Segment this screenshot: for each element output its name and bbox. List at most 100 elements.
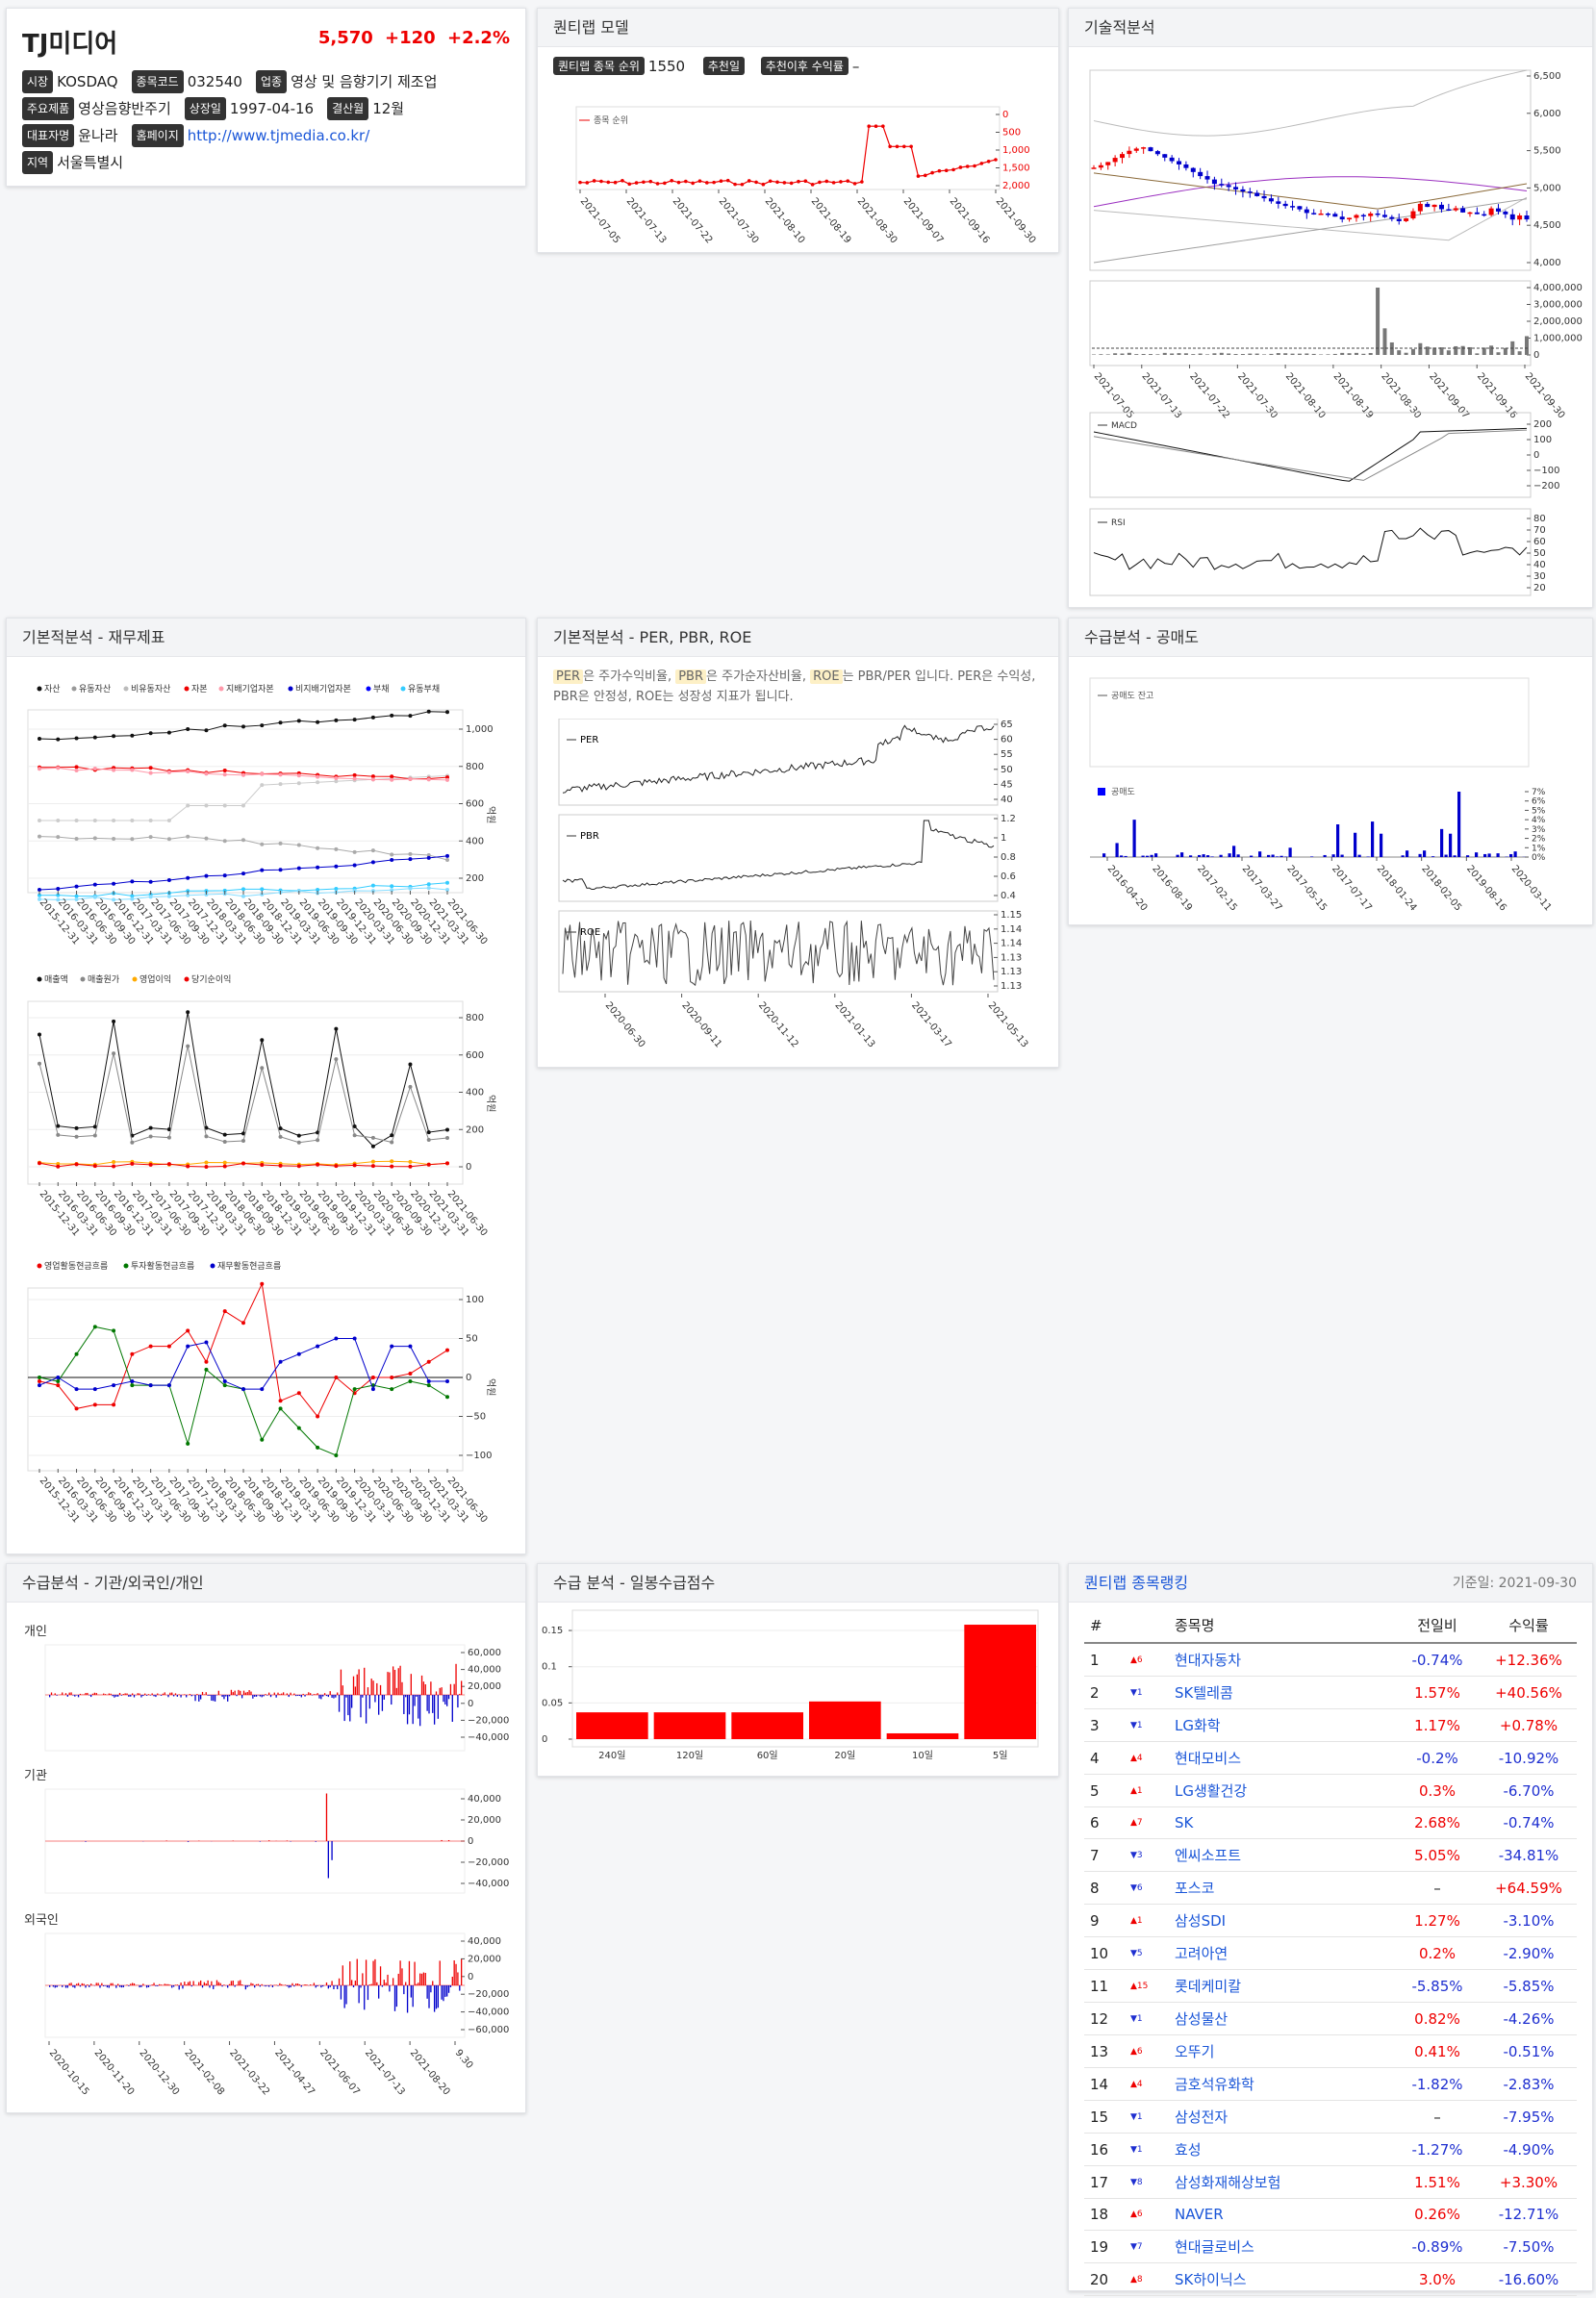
per-desc-1: 은 주가수익비율,	[583, 669, 676, 684]
ranking-row[interactable]: 18 ▲6 NAVER 0.26% -12.71%	[1084, 2198, 1577, 2231]
stock-name-link[interactable]: 삼성화재해상보험	[1169, 2165, 1394, 2199]
x-tick-label: 2020-03-11	[1509, 864, 1554, 914]
data-point	[370, 1376, 375, 1379]
ranking-row[interactable]: 10 ▼5 고려아연 0.2% -2.90%	[1084, 1936, 1577, 1970]
stock-name-link[interactable]: 삼성물산	[1169, 2002, 1394, 2035]
stock-name-link[interactable]: 금호석유화학	[1169, 2067, 1394, 2101]
stock-name-link[interactable]: 삼성SDI	[1169, 1904, 1394, 1937]
volume-bar	[1439, 347, 1444, 355]
ranking-row[interactable]: 8 ▼6 포스코 – +64.59%	[1084, 1871, 1577, 1905]
stock-name-link[interactable]: 삼성전자	[1169, 2100, 1394, 2134]
stock-name-link[interactable]: LG생활건강	[1169, 1774, 1394, 1807]
ranking-row[interactable]: 5 ▲1 LG생활건강 0.3% -6.70%	[1084, 1774, 1577, 1807]
stock-name-link[interactable]: LG화학	[1169, 1708, 1394, 1742]
stock-name-link[interactable]: 롯데케미칼	[1169, 1969, 1394, 2003]
y-tick-label: −40,000	[468, 1879, 509, 1889]
flow-bar	[131, 1982, 134, 1985]
candle	[1360, 215, 1366, 217]
stock-name-link[interactable]: 효성	[1169, 2133, 1394, 2166]
legend-item: 비유동자산	[131, 684, 170, 694]
stock-name-link[interactable]: 엔씨소프트	[1169, 1838, 1394, 1872]
stock-name-link[interactable]: SK	[1169, 1806, 1394, 1839]
ranking-row[interactable]: 12 ▼1 삼성물산 0.82% -4.26%	[1084, 2002, 1577, 2035]
flow-bar	[383, 1695, 385, 1700]
x-tick-label: 2021-03-17	[909, 1000, 953, 1050]
flow-bar	[74, 1985, 76, 1988]
flow-bar	[364, 1667, 366, 1695]
ranking-row[interactable]: 17 ▼8 삼성화재해상보험 1.51% +3.30%	[1084, 2165, 1577, 2199]
ranking-row[interactable]: 4 ▲4 현대모비스 -0.2% -10.92%	[1084, 1741, 1577, 1775]
flow-bar	[428, 1985, 430, 2008]
ranking-row[interactable]: 1 ▲6 현대자동차 -0.74% +12.36%	[1084, 1643, 1577, 1677]
rank-point	[818, 180, 822, 185]
data-point	[390, 1376, 394, 1379]
y-tick-label: 45	[1001, 779, 1013, 790]
flow-bar	[186, 1984, 188, 1985]
y-tick-label: 200	[466, 873, 484, 884]
quant-rank-points	[578, 124, 998, 187]
data-point	[260, 1066, 265, 1071]
data-point	[112, 1328, 116, 1333]
ranking-row[interactable]: 7 ▼3 엔씨소프트 5.05% -34.81%	[1084, 1838, 1577, 1872]
candle	[1482, 214, 1487, 216]
flow-bar	[268, 1985, 270, 1987]
stock-name-link[interactable]: 현대글로비스	[1169, 2230, 1394, 2263]
return-rate: -16.60%	[1481, 2262, 1577, 2296]
data-point	[278, 772, 283, 777]
y-tick-label: 1.15	[1001, 910, 1022, 921]
industry-label: 업종	[255, 70, 288, 93]
data-point	[390, 857, 394, 862]
ranking-row[interactable]: 15 ▼1 삼성전자 – -7.95%	[1084, 2100, 1577, 2134]
ranking-row[interactable]: 9 ▲1 삼성SDI 1.27% -3.10%	[1084, 1904, 1577, 1937]
flow-bar	[269, 1984, 272, 1985]
ranking-row[interactable]: 6 ▲7 SK 2.68% -0.74%	[1084, 1806, 1577, 1839]
region-label: 지역	[22, 151, 54, 174]
stock-name-link[interactable]: NAVER	[1169, 2198, 1394, 2231]
flow-bar	[453, 1960, 455, 1985]
daily-change: 1.17%	[1394, 1708, 1481, 1742]
ranking-row[interactable]: 3 ▼1 LG화학 1.17% +0.78%	[1084, 1708, 1577, 1742]
financial-title: 기본적분석 - 재무제표	[7, 619, 525, 657]
flow-bar	[223, 1984, 225, 1985]
flow-bar	[236, 1695, 238, 1697]
y-tick-label: 4,000	[1533, 258, 1561, 268]
stock-name-link[interactable]: SK하이닉스	[1169, 2262, 1394, 2296]
volume-bar	[1149, 354, 1153, 355]
flow-bar	[389, 1672, 391, 1695]
volume-bar	[1177, 353, 1181, 355]
stock-name-link[interactable]: 포스코	[1169, 1871, 1394, 1905]
data-point	[445, 1161, 449, 1166]
y-tick-label: 20,000	[468, 1954, 501, 1964]
flow-bar	[144, 1693, 146, 1695]
x-tick-label: 2021-08-19	[1331, 371, 1376, 421]
ranking-row[interactable]: 16 ▼1 효성 -1.27% -4.90%	[1084, 2133, 1577, 2166]
flow-bar	[318, 1695, 320, 1699]
stock-name-link[interactable]: 현대자동차	[1169, 1643, 1394, 1677]
flow-bar	[178, 1985, 180, 1990]
score-chart: 0.15 0.1 0.05 0 240일 120일 60일 20일 10일 5일	[542, 1609, 1039, 1761]
ranking-row[interactable]: 14 ▲4 금호석유화학 -1.82% -2.83%	[1084, 2067, 1577, 2101]
ranking-row[interactable]: 19 ▼7 현대글로비스 -0.89% -7.50%	[1084, 2230, 1577, 2263]
ranking-row[interactable]: 2 ▼1 SK텔레콤 1.57% +40.56%	[1084, 1676, 1577, 1709]
flow-bar	[327, 1841, 329, 1879]
ranking-row[interactable]: 11 ▲15 롯데케미칼 -5.85% -5.85%	[1084, 1969, 1577, 2003]
y-tick-label: 5,500	[1533, 146, 1561, 157]
return-rate: -5.85%	[1481, 1969, 1577, 2003]
stock-name-link[interactable]: 오뚜기	[1169, 2034, 1394, 2068]
data-point	[56, 1383, 61, 1388]
short-bar	[1357, 854, 1361, 857]
rank-point	[725, 178, 730, 183]
stock-name-link[interactable]: 현대모비스	[1169, 1741, 1394, 1775]
x-tick-label: 2021-07-22	[671, 196, 715, 246]
flow-bar	[103, 1693, 105, 1695]
stock-name-link[interactable]: SK텔레콤	[1169, 1676, 1394, 1709]
flow-bar	[306, 1984, 308, 1985]
volume-bar	[1503, 347, 1507, 355]
short-bar	[1115, 843, 1119, 857]
stock-name-link[interactable]: 고려아연	[1169, 1936, 1394, 1970]
ranking-row[interactable]: 20 ▲8 SK하이닉스 3.0% -16.60%	[1084, 2262, 1577, 2296]
data-point	[278, 1359, 283, 1364]
flow-bar	[350, 1980, 353, 1985]
ranking-row[interactable]: 13 ▲6 오뚜기 0.41% -0.51%	[1084, 2034, 1577, 2068]
homepage-link[interactable]: http://www.tjmedia.co.kr/	[187, 127, 370, 144]
